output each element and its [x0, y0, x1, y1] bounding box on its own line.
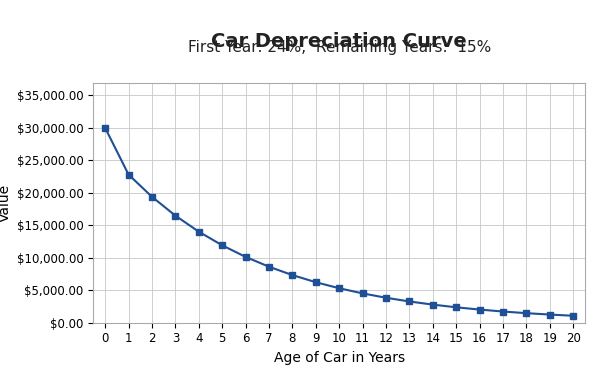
Y-axis label: Value: Value [0, 183, 11, 222]
Title: First Year: 24%,  Remaining Years:  15%: First Year: 24%, Remaining Years: 15% [188, 40, 491, 55]
X-axis label: Age of Car in Years: Age of Car in Years [274, 351, 405, 365]
Text: Car Depreciation Curve: Car Depreciation Curve [211, 32, 467, 51]
